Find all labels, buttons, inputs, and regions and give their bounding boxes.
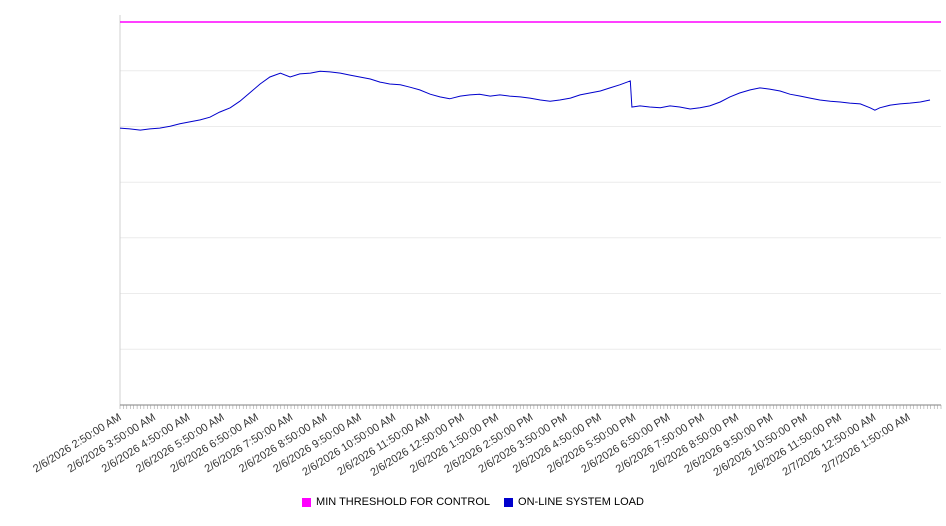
legend-label-min-threshold: MIN THRESHOLD FOR CONTROL [316,496,491,508]
legend-item-min-threshold: MIN THRESHOLD FOR CONTROL [302,496,490,508]
legend-swatch-min-threshold [302,497,312,507]
legend: MIN THRESHOLD FOR CONTROL ON-LINE SYSTEM… [0,496,946,508]
legend-label-system-load: ON-LINE SYSTEM LOAD [518,496,644,508]
legend-item-system-load: ON-LINE SYSTEM LOAD [504,496,644,508]
plot-area: 2/6/2026 2:50:00 AM2/6/2026 3:50:00 AM2/… [31,15,942,479]
legend-swatch-system-load [504,497,514,507]
system-load-line [119,70,931,131]
